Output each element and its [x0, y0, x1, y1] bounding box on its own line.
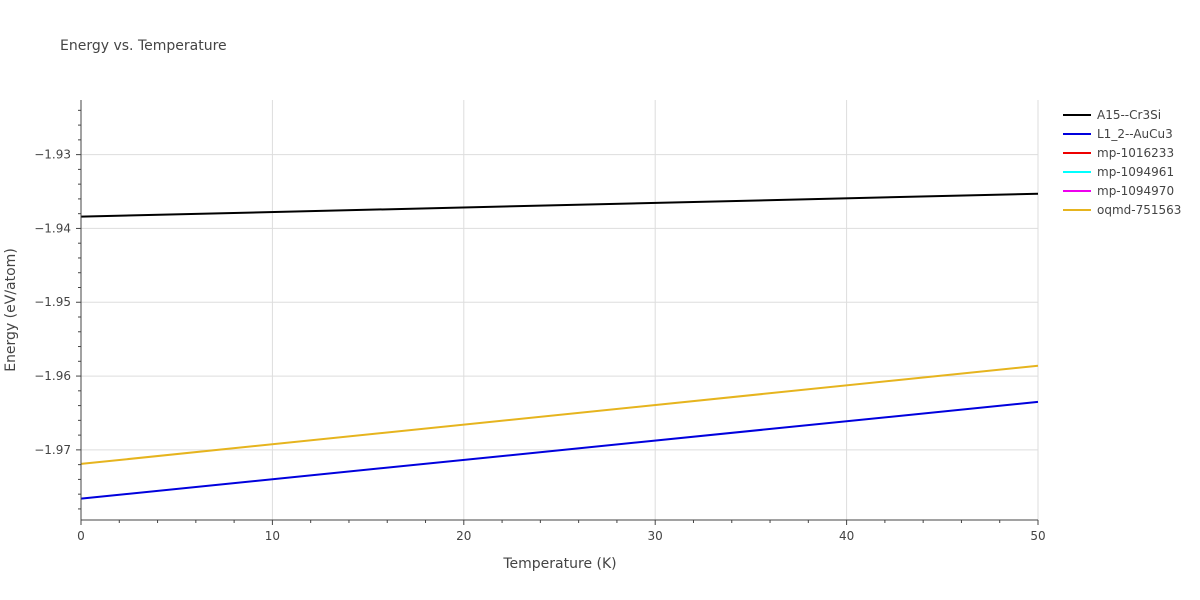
series-line	[80, 364, 1039, 465]
legend-label: mp-1016233	[1097, 146, 1174, 160]
x-tick-label: 20	[456, 529, 471, 543]
x-tick-label: 40	[839, 529, 854, 543]
legend-label: mp-1094961	[1097, 165, 1174, 179]
legend-label: oqmd-751563	[1097, 203, 1181, 217]
chart-title: Energy vs. Temperature	[60, 38, 227, 54]
legend-item[interactable]: mp-1094961	[1063, 165, 1174, 179]
legend-item[interactable]: L1_2--AuCu3	[1063, 127, 1173, 141]
y-axis-title: Energy (eV/atom)	[3, 248, 19, 372]
legend-label: L1_2--AuCu3	[1097, 127, 1173, 141]
legend-item[interactable]: mp-1094970	[1063, 184, 1174, 198]
legend-item[interactable]: mp-1016233	[1063, 146, 1174, 160]
y-tick-label: −1.94	[34, 221, 71, 235]
legend[interactable]: A15--Cr3Si L1_2--AuCu3 mp-1016233 mp-109496…	[1063, 108, 1181, 217]
x-axis-title: Temperature (K)	[502, 556, 616, 572]
series-lines	[80, 192, 1039, 500]
x-tick-label: 30	[648, 529, 663, 543]
series-line	[80, 192, 1039, 218]
x-tick-label: 50	[1030, 529, 1045, 543]
grid	[81, 100, 1039, 520]
y-tick-label: −1.97	[34, 443, 71, 457]
legend-item[interactable]: A15--Cr3Si	[1063, 108, 1161, 122]
y-tick-label: −1.93	[34, 148, 71, 162]
axes: 0 10 20 30 40 50 −1.97 −1.96 −1.95 −1.94 −1.93	[34, 100, 1046, 543]
y-tick-label: −1.95	[34, 295, 71, 309]
legend-item[interactable]: oqmd-751563	[1063, 203, 1181, 217]
y-tick-label: −1.96	[34, 369, 71, 383]
x-tick-label: 0	[77, 529, 85, 543]
series-line	[80, 400, 1039, 500]
legend-label: mp-1094970	[1097, 184, 1174, 198]
legend-label: A15--Cr3Si	[1097, 108, 1161, 122]
x-tick-label: 10	[265, 529, 280, 543]
